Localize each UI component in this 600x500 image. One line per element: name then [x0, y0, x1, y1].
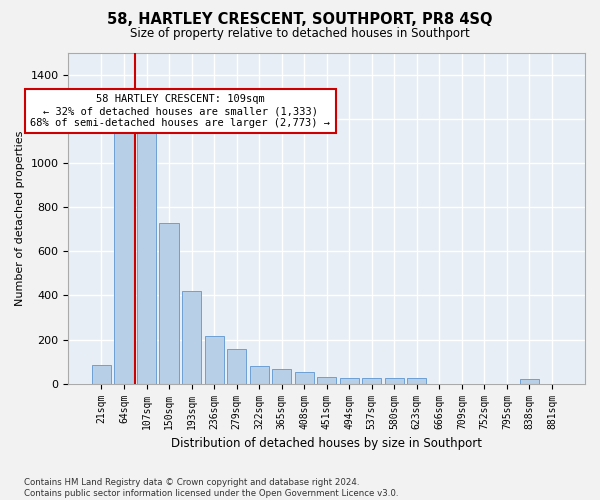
Bar — [115, 131, 134, 384]
Text: 58 HARTLEY CRESCENT: 109sqm
← 32% of detached houses are smaller (1,333)
68% of : 58 HARTLEY CRESCENT: 109sqm ← 32% of det… — [30, 94, 330, 128]
Bar — [137, 132, 156, 384]
Bar — [340, 378, 359, 384]
Bar — [250, 366, 269, 384]
Text: Contains HM Land Registry data © Crown copyright and database right 2024.
Contai: Contains HM Land Registry data © Crown c… — [24, 478, 398, 498]
X-axis label: Distribution of detached houses by size in Southport: Distribution of detached houses by size … — [171, 437, 482, 450]
Bar — [160, 222, 179, 384]
Y-axis label: Number of detached properties: Number of detached properties — [15, 130, 25, 306]
Bar — [385, 378, 404, 384]
Bar — [182, 291, 201, 384]
Bar — [362, 378, 382, 384]
Bar — [520, 380, 539, 384]
Bar — [407, 378, 427, 384]
Bar — [227, 350, 246, 384]
Bar — [92, 365, 111, 384]
Bar — [295, 372, 314, 384]
Text: 58, HARTLEY CRESCENT, SOUTHPORT, PR8 4SQ: 58, HARTLEY CRESCENT, SOUTHPORT, PR8 4SQ — [107, 12, 493, 28]
Bar — [205, 336, 224, 384]
Text: Size of property relative to detached houses in Southport: Size of property relative to detached ho… — [130, 28, 470, 40]
Bar — [317, 377, 336, 384]
Bar — [272, 370, 291, 384]
